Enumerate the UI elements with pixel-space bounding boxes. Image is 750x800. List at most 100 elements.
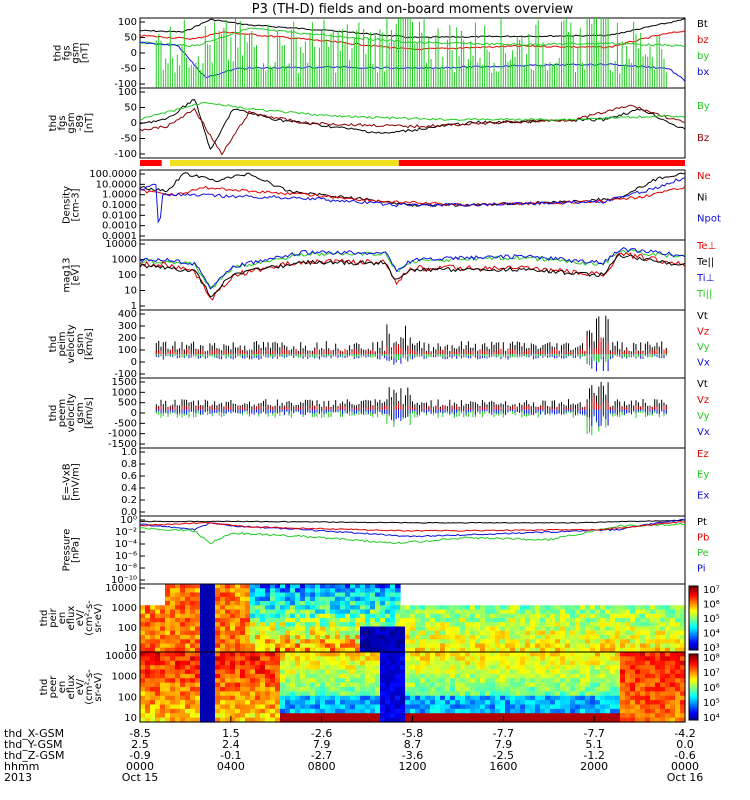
footer-value: 0400 (216, 760, 245, 773)
y-axis-label: [nT] (80, 43, 91, 63)
y-tick-label: 100 (118, 87, 137, 98)
footer-label: thd_X-GSM (4, 727, 65, 740)
plot-title: P3 (TH-D) fields and on-board moments ov… (251, 2, 574, 17)
panel-frame (139, 87, 686, 159)
series-line-fgs-sm-black (139, 99, 686, 150)
footer-column: -5.8 8.7 -3.6 1200 (391, 728, 435, 783)
colorbar-peer (688, 653, 699, 721)
y-tick-label: 100 (118, 692, 137, 703)
y-axis-label: gsm (75, 333, 86, 354)
y-tick-label: 0.6 (121, 471, 137, 482)
footer-label: thd_Z-GSM (4, 749, 65, 762)
y-tick-label: 400 (118, 309, 137, 320)
y-tick-label: 200 (118, 333, 137, 344)
footer-value: Oct 16 (666, 771, 704, 784)
footer-value (572, 772, 616, 783)
footer-value: -2.5 (492, 749, 515, 762)
footer-value: -1.2 (583, 749, 605, 762)
y-tick-label: 10 (124, 713, 137, 724)
footer-value: 7.9 (494, 738, 513, 751)
footer-value: -7.7 (492, 727, 515, 740)
y-tick-label: 500 (118, 398, 137, 409)
colorbar-tick-label: 10⁶ (703, 683, 720, 694)
series-line-ti-perp (139, 247, 686, 290)
legend-entry: Te|| (696, 257, 714, 268)
colorbar-tick-label: 10⁶ (703, 600, 720, 611)
legend-entry: Ez (697, 449, 709, 460)
series-line-npot (139, 177, 686, 224)
footer-column: -7.7 5.1 -1.2 2000 (572, 728, 616, 783)
y-tick-label: 100 (118, 17, 137, 28)
legend-entry: Ne (697, 171, 711, 182)
footer-label: thd_Y-GSM (4, 738, 63, 751)
footer-value: -0.6 (674, 749, 696, 762)
y-tick-label: 0 (131, 408, 137, 419)
y-axis-label: gsm (66, 112, 77, 133)
y-tick-label: 10⁰ (120, 515, 137, 526)
y-tick-label: 1000 (112, 255, 137, 266)
colorbar-peir (688, 585, 699, 651)
footer-column: -8.5 2.5 -0.9 0000 Oct 15 (118, 728, 162, 783)
y-tick-label: 100 (118, 623, 137, 634)
footer-labels: thd_X-GSM thd_Y-GSM thd_Z-GSM hhmm 2013 (4, 728, 64, 783)
colorbar-tick-label: 10⁵ (703, 698, 720, 709)
legend-entry: Vy (697, 411, 710, 422)
y-tick-label: 50 (124, 33, 137, 44)
y-tick-label: 10 (124, 286, 137, 297)
footer-value: Oct 15 (121, 771, 159, 784)
y-tick-label: 1000 (112, 387, 137, 398)
y-tick-label: 10⁻⁶ (115, 551, 137, 562)
footer-value (481, 772, 525, 783)
colorbar-tick-label: 10⁷ (703, 668, 720, 679)
y-axis-label: (cm²-s- (84, 669, 95, 705)
y-tick-label: 10000 (105, 583, 137, 594)
y-axis-label: en (57, 612, 68, 625)
footer-value: -7.7 (583, 727, 605, 740)
y-axis-label: thd (39, 610, 50, 627)
spectrogram-peer (139, 651, 686, 723)
y-axis-label: Density (62, 186, 73, 224)
series-line-pb (139, 521, 686, 532)
legend-entry: Vz (697, 327, 709, 338)
y-tick-label: -1000 (108, 429, 137, 440)
footer-value: -8.5 (129, 727, 151, 740)
colorbar-tick-label: 10⁵ (703, 614, 720, 625)
y-axis-label: gsm (71, 42, 82, 63)
y-axis-label: E=-VxB (62, 463, 73, 500)
footer-value: 1.5 (222, 727, 240, 740)
footer-value: 0000 (671, 760, 699, 773)
footer-value: -3.6 (401, 749, 424, 762)
y-tick-label: 10⁻⁴ (115, 539, 137, 550)
y-tick-label: 0.2 (121, 495, 137, 506)
colorbar-tick-label: 10⁷ (703, 585, 720, 596)
footer-column: -7.7 7.9 -2.5 1600 (481, 728, 525, 783)
footer-value: -0.1 (220, 749, 242, 762)
y-axis-label: eV/ (75, 609, 86, 626)
panel-fgs_sm (139, 87, 686, 159)
footer-value: 2000 (580, 760, 609, 773)
legend-entry: Vt (697, 379, 708, 390)
y-axis-label: peem (57, 399, 68, 427)
y-axis-label: peir (48, 607, 59, 627)
y-axis-label: sr-eV) (93, 672, 104, 701)
footer-label: 2013 (4, 771, 32, 784)
y-tick-label: 1500 (112, 377, 137, 388)
y-tick-label: 0.1000 (102, 200, 137, 211)
footer-value: 0.0 (676, 738, 694, 751)
y-axis-label: fgs (57, 115, 68, 130)
y-tick-label: 0.0001 (102, 231, 137, 242)
y-axis-label: velocity (66, 324, 77, 363)
y-axis-label: [mV/m] (71, 463, 82, 501)
y-axis-label: -89 (75, 115, 86, 131)
footer-label: hhmm (4, 760, 40, 773)
y-tick-label: 10000 (105, 651, 137, 662)
footer-value: 2.4 (222, 738, 240, 751)
y-tick-label: 50 (124, 103, 137, 114)
legend-entry: by (697, 51, 709, 62)
y-axis-label: Pressure (62, 529, 73, 572)
series-line-bz-sm (139, 104, 685, 156)
y-axis-label: peer (48, 675, 59, 699)
footer-value: -5.8 (401, 727, 424, 740)
legend-entry: bx (697, 67, 709, 78)
y-axis-label: peim (57, 331, 68, 356)
